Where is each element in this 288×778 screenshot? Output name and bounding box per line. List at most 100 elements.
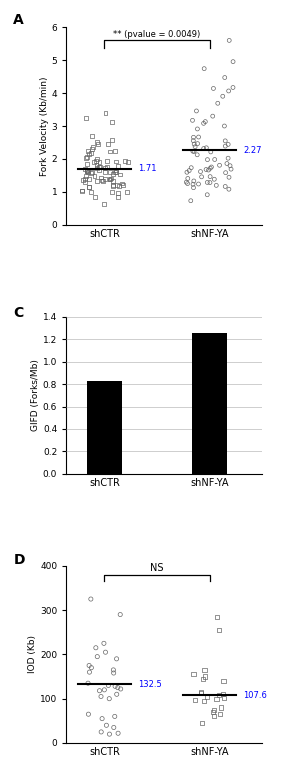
Point (87, 659, 91, 671)
Point (87, 173, 92, 185)
Point (199, 687, 203, 699)
Point (88, 186, 93, 198)
Point (205, 188, 210, 201)
Point (95, 135, 99, 148)
Point (115, 178, 120, 191)
Point (221, 675, 226, 687)
Point (190, 114, 195, 127)
Point (204, 142, 209, 154)
Point (228, 159, 232, 172)
Point (229, 163, 233, 175)
Point (116, 187, 120, 199)
Point (116, 160, 121, 173)
Point (209, 145, 213, 158)
Point (101, 198, 106, 210)
Point (205, 176, 210, 188)
Point (86, 166, 90, 179)
Point (185, 166, 189, 178)
Point (212, 173, 217, 185)
Point (86, 708, 91, 720)
Point (100, 713, 105, 725)
Point (96, 138, 100, 150)
Point (191, 668, 196, 681)
Point (198, 166, 203, 178)
Point (103, 107, 108, 119)
Point (112, 145, 117, 157)
Point (106, 138, 111, 150)
Point (114, 688, 119, 700)
Point (191, 178, 195, 191)
Point (217, 708, 222, 720)
Point (114, 164, 119, 177)
Point (84, 165, 89, 177)
Point (117, 180, 121, 193)
Text: ** (pvalue = 0.0049): ** (pvalue = 0.0049) (113, 30, 201, 39)
Point (208, 162, 213, 174)
Point (109, 172, 114, 184)
Point (84, 165, 89, 177)
Point (195, 149, 200, 161)
Point (199, 686, 204, 699)
Point (185, 177, 190, 190)
Point (110, 174, 115, 187)
Point (118, 168, 122, 180)
Point (201, 117, 206, 130)
Point (111, 167, 115, 180)
Point (83, 170, 88, 182)
Point (114, 653, 119, 665)
Point (106, 679, 111, 692)
Point (221, 688, 226, 700)
Point (79, 184, 84, 197)
Point (212, 153, 217, 166)
Point (225, 157, 229, 170)
Text: NS: NS (150, 563, 164, 573)
Y-axis label: Fork Velocity (Kb/min): Fork Velocity (Kb/min) (40, 76, 49, 176)
Point (100, 174, 105, 187)
Point (192, 138, 196, 150)
Point (107, 692, 111, 705)
Point (187, 164, 192, 177)
Point (114, 166, 118, 178)
Point (112, 710, 117, 723)
Point (208, 177, 212, 189)
Point (85, 163, 89, 176)
Point (185, 172, 190, 184)
Point (85, 158, 90, 170)
Text: 107.6: 107.6 (243, 691, 267, 700)
Point (107, 173, 112, 186)
Point (89, 166, 94, 179)
Point (84, 112, 88, 124)
Point (215, 97, 220, 110)
Point (113, 166, 118, 178)
Point (95, 152, 99, 165)
Point (211, 110, 215, 122)
Point (107, 728, 112, 741)
Point (227, 183, 231, 195)
Point (191, 131, 196, 143)
Point (110, 116, 114, 128)
Point (212, 703, 216, 716)
Point (219, 701, 223, 713)
Point (223, 166, 228, 179)
Point (105, 160, 109, 173)
Point (113, 680, 118, 692)
Point (193, 141, 197, 153)
Point (116, 727, 120, 739)
Point (202, 664, 207, 676)
Point (110, 186, 114, 198)
Point (222, 72, 227, 84)
Point (92, 170, 97, 183)
Point (104, 719, 109, 731)
Point (118, 608, 122, 621)
Point (214, 179, 219, 191)
Point (115, 682, 120, 694)
Point (223, 135, 228, 147)
Point (102, 684, 107, 696)
Point (202, 62, 206, 75)
Point (111, 179, 116, 191)
Point (88, 593, 93, 605)
Y-axis label: GIFD (Forks/Mb): GIFD (Forks/Mb) (31, 359, 40, 431)
Point (226, 152, 230, 164)
Point (111, 664, 116, 676)
Point (97, 160, 102, 173)
